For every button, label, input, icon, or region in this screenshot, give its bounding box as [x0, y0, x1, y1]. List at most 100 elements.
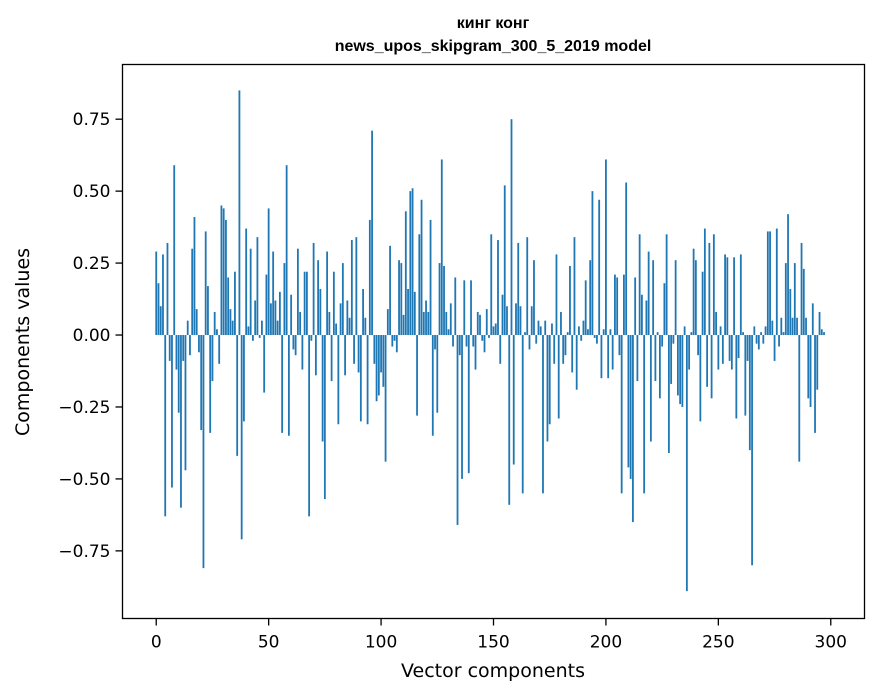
bar [796, 317, 798, 336]
bar [472, 335, 475, 347]
bar [746, 335, 749, 361]
bar [211, 335, 214, 382]
bar [490, 234, 493, 336]
bar [710, 335, 713, 399]
bar [258, 335, 261, 338]
bar [620, 335, 623, 494]
bar [636, 335, 639, 382]
bar [623, 274, 625, 336]
bar [465, 335, 468, 347]
x-tick-label: 0 [151, 633, 162, 653]
bar [607, 335, 610, 379]
bar [321, 335, 324, 442]
bar [162, 254, 164, 336]
bar [782, 332, 785, 336]
bar [544, 320, 547, 336]
bar [787, 214, 789, 336]
bar [238, 90, 241, 336]
bar [341, 263, 344, 336]
bar [638, 234, 641, 336]
bar [285, 165, 288, 336]
bar [319, 288, 322, 336]
x-tick-label: 200 [590, 633, 622, 653]
bar [362, 288, 364, 336]
bar [578, 326, 580, 336]
bar [290, 294, 293, 336]
bar [485, 309, 488, 336]
bar [400, 263, 403, 336]
bar [452, 335, 454, 347]
bar [614, 274, 616, 336]
bar [335, 323, 338, 336]
bar [528, 335, 531, 350]
bar [220, 205, 223, 336]
y-tick-label: 0.25 [73, 254, 111, 274]
bar [180, 335, 182, 508]
bar [598, 199, 601, 336]
bar [521, 335, 524, 494]
bar [699, 335, 702, 422]
bar [807, 335, 810, 399]
bar [742, 332, 744, 336]
bar [685, 335, 688, 592]
bar [593, 335, 596, 338]
bar [755, 335, 758, 344]
bar [697, 335, 700, 356]
bar [497, 240, 499, 336]
bar [377, 335, 380, 396]
bar [265, 274, 268, 336]
bar [672, 335, 675, 344]
bar [719, 326, 722, 336]
bar [243, 335, 245, 422]
bar [198, 335, 200, 353]
bar [800, 242, 803, 336]
bar [413, 291, 416, 336]
bar [798, 335, 801, 462]
bar [546, 335, 549, 442]
bar [778, 335, 780, 347]
bar [526, 237, 529, 336]
bar [533, 260, 535, 336]
y-axis-label: Components values [12, 248, 34, 436]
bar [703, 228, 706, 336]
bar [330, 335, 333, 382]
bar [427, 312, 430, 336]
bar [386, 309, 389, 336]
bar [591, 191, 594, 336]
bar [616, 277, 619, 336]
bar [461, 335, 463, 479]
bar [407, 288, 409, 336]
bar [245, 228, 248, 336]
bar [348, 317, 351, 336]
bar [814, 335, 816, 433]
bar [575, 335, 578, 390]
bar [274, 300, 277, 336]
bar [809, 335, 812, 407]
bar [692, 248, 695, 336]
bar [715, 312, 717, 336]
bar [539, 326, 542, 336]
bar [425, 300, 427, 336]
bar [503, 185, 506, 336]
bar [645, 300, 648, 336]
bar [231, 320, 234, 336]
bar [641, 294, 643, 336]
bar [499, 335, 502, 364]
bar [762, 335, 765, 344]
bar [683, 326, 686, 336]
bar [384, 335, 387, 462]
x-axis: 0 50 100 150 200 250 300 [151, 618, 847, 653]
bar [551, 323, 553, 336]
bar [204, 231, 207, 336]
bar [517, 242, 520, 336]
bar [757, 335, 760, 350]
bar [398, 260, 400, 336]
bar [272, 251, 275, 336]
bar [535, 335, 538, 344]
bar [512, 335, 515, 465]
bar [515, 303, 517, 336]
bar [694, 260, 697, 336]
bar [323, 335, 326, 500]
bar [443, 265, 445, 336]
bar [436, 335, 439, 413]
